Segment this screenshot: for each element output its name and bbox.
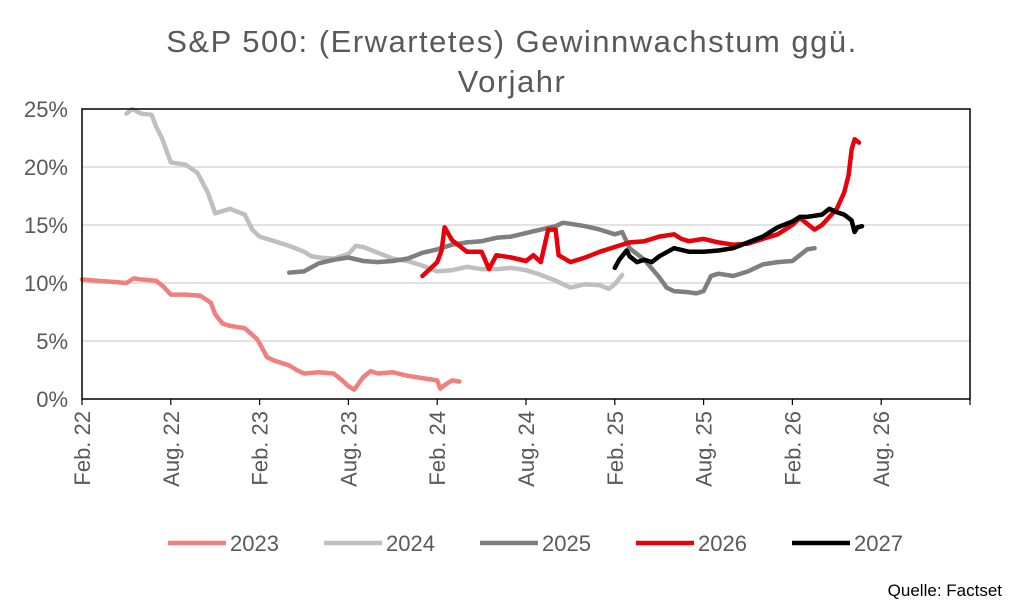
x-tick-label: Feb. 22 xyxy=(70,411,95,486)
y-tick-label: 5% xyxy=(36,329,68,354)
series-line-2024 xyxy=(124,106,625,292)
series-line-2026 xyxy=(420,136,862,279)
x-tick-label: Aug. 24 xyxy=(514,411,539,487)
series-line-2027 xyxy=(612,206,865,271)
x-tick-label: Feb. 26 xyxy=(780,411,805,486)
source-label: Quelle: Factset xyxy=(888,581,1003,600)
y-tick-label: 25% xyxy=(24,97,68,122)
x-tick-label: Aug. 26 xyxy=(869,411,894,487)
series-line-2025 xyxy=(286,220,817,296)
grid xyxy=(82,166,970,342)
x-tick-label: Feb. 24 xyxy=(425,411,450,486)
chart-title-line-2: Vorjahr xyxy=(458,64,567,99)
plot-border xyxy=(81,108,971,400)
x-tick-label: Aug. 23 xyxy=(336,411,361,487)
legend: 2023 2024 2025 2026 2027 xyxy=(168,531,903,556)
y-tick-label: 15% xyxy=(24,213,68,238)
series-group xyxy=(79,106,865,392)
x-tick-label: Feb. 25 xyxy=(603,411,628,486)
y-axis: 0% 5% 10% 15% 20% 25% xyxy=(24,97,68,412)
legend-label-2026: 2026 xyxy=(698,531,747,556)
y-tick-label: 20% xyxy=(24,155,68,180)
x-tick-label: Feb. 23 xyxy=(248,411,273,486)
x-axis: Feb. 22 Aug. 22 Feb. 23 Aug. 23 Feb. 24 Aug. … xyxy=(70,399,971,487)
legend-label-2024: 2024 xyxy=(386,531,435,556)
series-line-2023 xyxy=(79,276,462,392)
legend-label-2027: 2027 xyxy=(854,531,903,556)
legend-label-2023: 2023 xyxy=(230,531,279,556)
y-tick-label: 10% xyxy=(24,271,68,296)
legend-label-2025: 2025 xyxy=(542,531,591,556)
chart-title-line-1: S&P 500: (Erwartetes) Gewinnwachstum ggü… xyxy=(166,24,858,59)
x-tick-label: Aug. 25 xyxy=(692,411,717,487)
y-tick-label: 0% xyxy=(36,387,68,412)
x-tick-label: Aug. 22 xyxy=(159,411,184,487)
